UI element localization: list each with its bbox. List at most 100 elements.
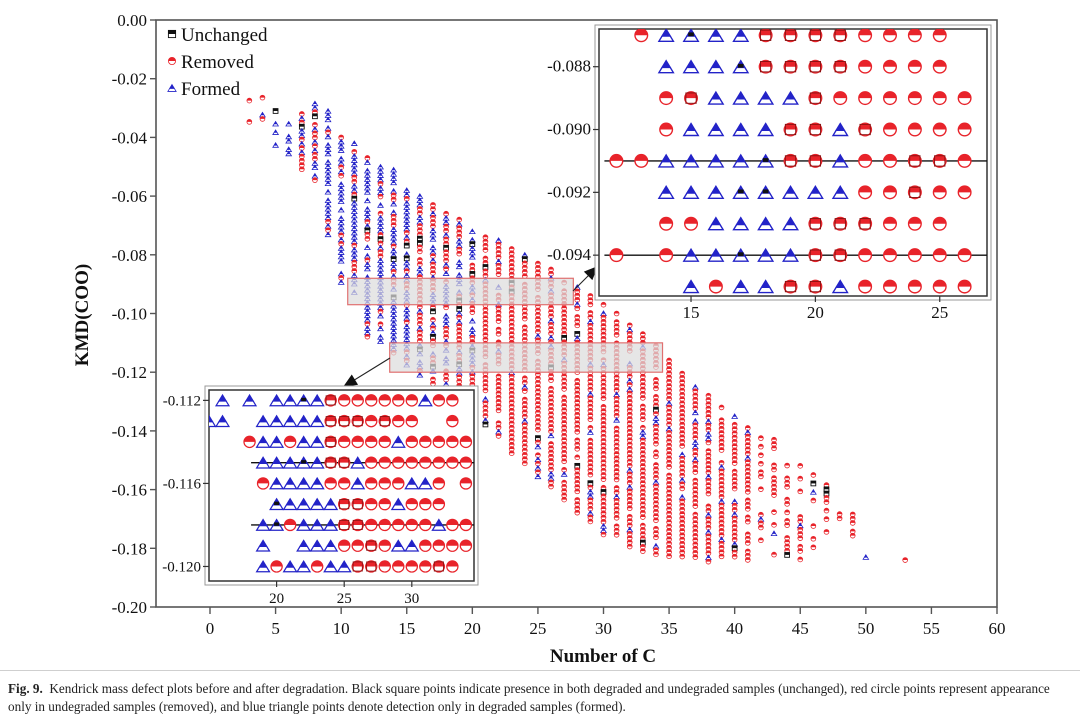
circle-fill [574, 480, 580, 483]
data-point [574, 322, 581, 329]
data-point [495, 433, 502, 439]
triangle-fill [391, 320, 396, 324]
inset-data-point [405, 394, 419, 407]
data-point [390, 179, 398, 186]
inset-y-tick-label: -0.094 [547, 245, 591, 264]
data-point [561, 466, 567, 473]
data-point [574, 377, 581, 384]
data-point [390, 192, 397, 199]
circle-fill [561, 467, 567, 470]
inset-data-point [808, 279, 823, 294]
inset-data-point [932, 185, 947, 200]
triangle-fill [457, 272, 462, 276]
circle-fill [496, 263, 501, 266]
data-point [587, 459, 594, 465]
data-point [363, 159, 371, 165]
data-point [482, 332, 489, 338]
data-point [521, 456, 528, 462]
circle-fill [561, 326, 567, 330]
circle-fill [417, 321, 423, 324]
data-point [535, 392, 541, 399]
circle-fill [574, 501, 580, 505]
data-point [574, 454, 581, 461]
triangle-fill [326, 147, 331, 150]
square-overlay [688, 32, 694, 37]
circle-fill [509, 314, 515, 318]
data-point [272, 108, 279, 114]
circle-fill [574, 505, 580, 509]
triangle-fill [457, 242, 462, 246]
square-fill [469, 241, 475, 245]
inset-data-point [858, 279, 873, 294]
triangle-fill [378, 202, 383, 206]
inset-data-point [351, 394, 364, 407]
data-point [495, 262, 502, 269]
data-point [902, 557, 908, 563]
data-point [535, 375, 541, 382]
triangle-fill [549, 335, 554, 339]
circle-fill [496, 250, 501, 253]
circle-fill [483, 260, 488, 263]
circle-fill [548, 458, 554, 461]
square-overlay [762, 189, 769, 194]
data-point [430, 325, 436, 332]
triangle-fill [549, 433, 554, 436]
circle-fill [391, 243, 397, 247]
data-point [495, 318, 502, 324]
circle-fill [574, 510, 580, 513]
triangle-fill [299, 128, 304, 132]
triangle-fill [378, 258, 383, 261]
circle-fill [509, 378, 515, 381]
data-point [521, 324, 528, 330]
triangle-fill [483, 417, 488, 421]
triangle-fill [326, 125, 331, 129]
circle-fill [483, 387, 488, 391]
circle-fill [404, 230, 410, 233]
square-overlay [737, 189, 744, 194]
inset-data-point [858, 91, 873, 106]
inset-data-point [932, 59, 947, 74]
triangle-fill [378, 338, 383, 342]
circle-fill [561, 424, 567, 428]
circle-fill [509, 263, 515, 266]
circle-fill [535, 312, 541, 315]
arrow-to-lower-inset [342, 357, 391, 388]
data-point [312, 177, 318, 183]
triangle-fill [549, 475, 554, 479]
circle-fill [509, 412, 515, 415]
data-point [653, 440, 659, 447]
triangle-fill [378, 190, 383, 193]
data-point [456, 229, 463, 236]
triangle-fill [326, 223, 331, 227]
circle-fill [456, 251, 462, 254]
data-point [363, 244, 371, 250]
triangle-fill [457, 264, 462, 267]
circle-fill [574, 476, 580, 479]
circle-fill [561, 429, 567, 432]
circle-fill [312, 156, 318, 159]
data-point [548, 445, 554, 452]
triangle-fill [430, 274, 435, 278]
data-point [561, 305, 567, 311]
triangle-fill [391, 273, 396, 277]
circle-fill [430, 262, 436, 265]
data-point [495, 326, 502, 333]
data-point [574, 471, 581, 478]
data-point [548, 309, 554, 315]
triangle-fill [378, 275, 383, 278]
triangle-fill [470, 250, 475, 254]
data-point [587, 501, 594, 508]
triangle-fill [273, 121, 278, 125]
circle-fill [378, 249, 383, 252]
circle-fill [535, 320, 541, 324]
circle-fill [574, 395, 580, 398]
triangle-fill [365, 308, 370, 312]
data-point [259, 94, 266, 101]
data-point [495, 394, 502, 401]
triangle-fill [430, 330, 435, 334]
circle-fill [574, 314, 580, 317]
data-point [692, 554, 699, 560]
circle-fill [417, 338, 423, 341]
data-point [587, 331, 594, 337]
data-point [246, 97, 253, 104]
